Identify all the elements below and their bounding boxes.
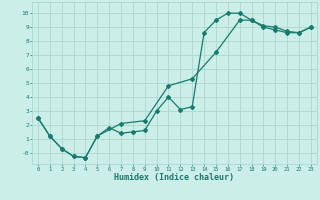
X-axis label: Humidex (Indice chaleur): Humidex (Indice chaleur) xyxy=(115,173,234,182)
